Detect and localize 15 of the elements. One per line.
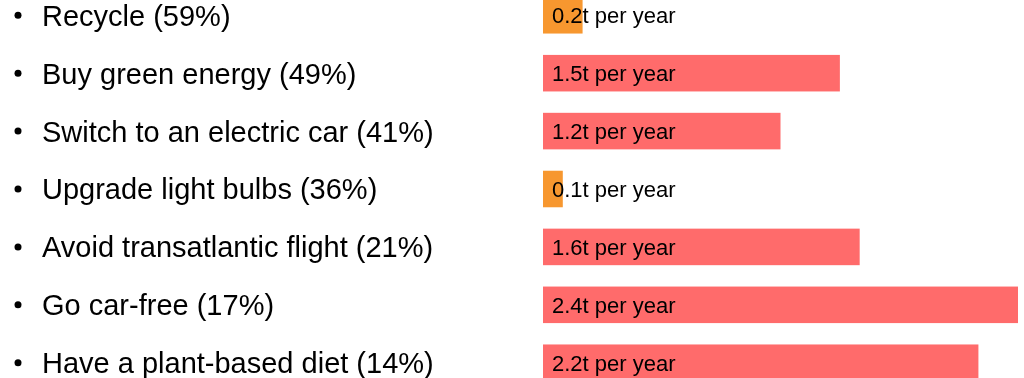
bar — [543, 228, 860, 266]
y-tick-label: Avoid transatlantic flight (21%) — [42, 231, 434, 264]
bar — [543, 286, 1018, 324]
data-label: 1.5t per year — [552, 61, 676, 87]
y-tick-label: Go car-free (17%) — [42, 289, 275, 322]
bar — [543, 54, 840, 92]
data-label: 2.2t per year — [552, 350, 676, 376]
y-tick-label: Upgrade light bulbs (36%) — [42, 173, 378, 206]
y-tick-label: Recycle (59%) — [42, 0, 231, 32]
y-tick-label: Buy green energy (49%) — [42, 57, 357, 90]
y-tick-label: Switch to an electric car (41%) — [42, 115, 434, 148]
data-label: 1.6t per year — [552, 234, 676, 260]
data-label: 1.2t per year — [552, 119, 676, 145]
data-label: 2.4t per year — [552, 292, 676, 318]
bar — [543, 112, 781, 150]
